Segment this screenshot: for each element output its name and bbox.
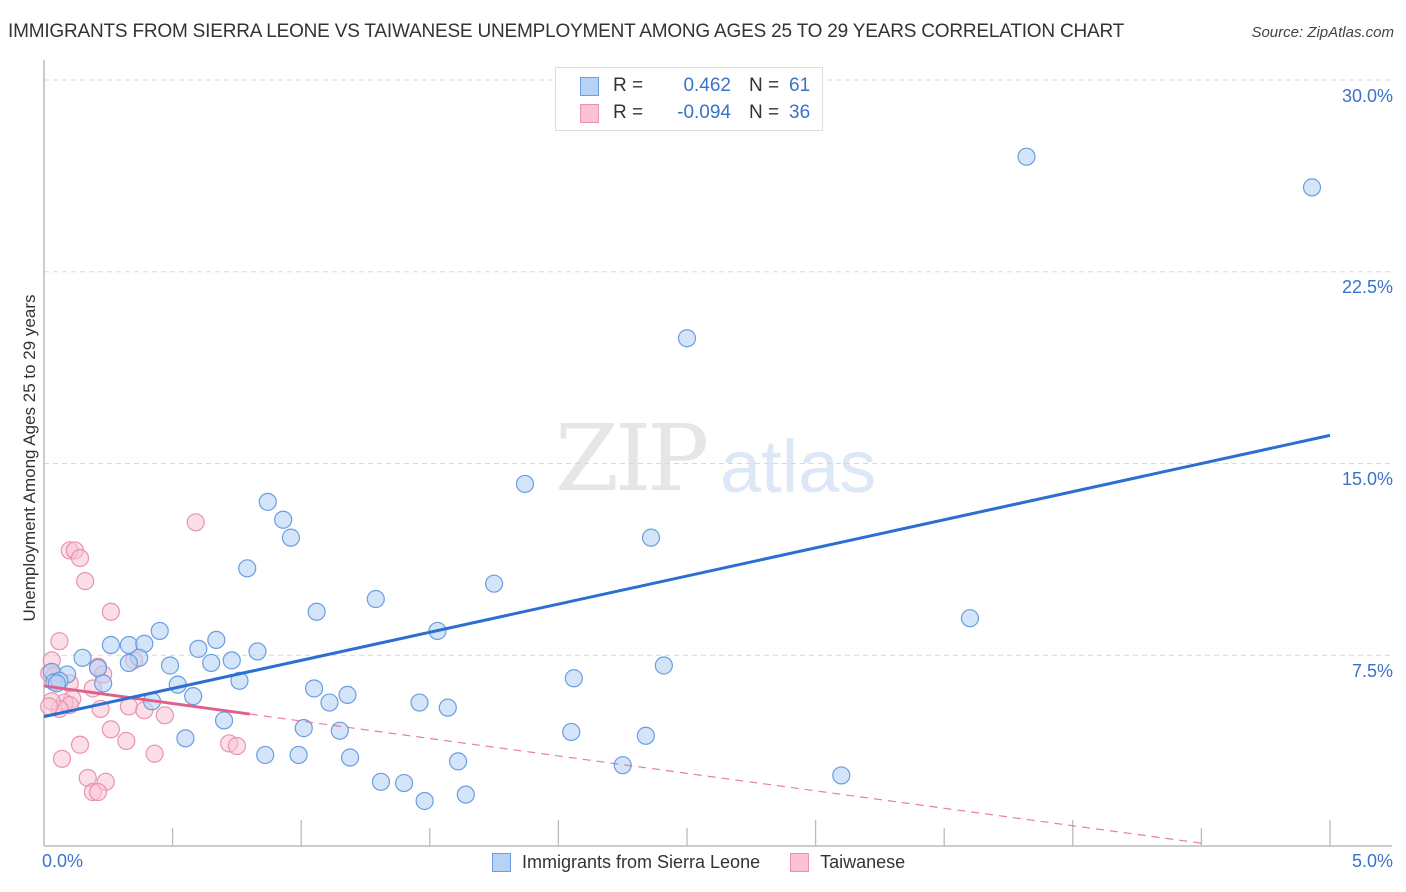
data-point-sierra-leone xyxy=(222,651,241,670)
data-point-taiwanese xyxy=(40,697,59,716)
data-point-sierra-leone xyxy=(289,745,308,765)
data-point-sierra-leone xyxy=(330,721,349,740)
n-value: 36 xyxy=(789,102,811,123)
data-point-sierra-leone xyxy=(214,711,234,730)
trend-line-sierra-leone xyxy=(43,433,1331,719)
legend-label: Taiwanese xyxy=(820,852,906,872)
data-point-sierra-leone xyxy=(94,674,113,693)
data-point-taiwanese xyxy=(186,513,205,532)
legend-row-sierra-leone: R = 0.462 N = 61 xyxy=(580,74,810,98)
data-point-taiwanese xyxy=(145,744,164,763)
trend-line-taiwanese-extension xyxy=(249,713,1202,844)
data-point-sierra-leone xyxy=(366,589,385,609)
data-point-sierra-leone xyxy=(832,766,851,785)
data-point-sierra-leone xyxy=(485,574,504,593)
data-point-taiwanese xyxy=(155,706,174,725)
n-label: N = xyxy=(749,75,780,96)
data-point-sierra-leone xyxy=(294,719,313,738)
pink-swatch-icon xyxy=(790,853,810,872)
data-point-sierra-leone xyxy=(1017,147,1036,166)
trend-line-taiwanese xyxy=(43,684,250,716)
legend-item-taiwanese[interactable]: Taiwanese xyxy=(790,852,905,873)
r-value: -0.094 xyxy=(677,102,731,123)
data-point-sierra-leone xyxy=(654,656,673,675)
data-point-sierra-leone xyxy=(248,642,267,661)
data-point-sierra-leone xyxy=(160,656,180,675)
data-point-taiwanese xyxy=(76,572,95,591)
data-point-sierra-leone xyxy=(960,609,980,628)
data-point-sierra-leone xyxy=(320,693,339,712)
legend-row-taiwanese: R = -0.094 N = 36 xyxy=(580,101,810,125)
data-point-sierra-leone xyxy=(338,685,357,704)
data-point-sierra-leone xyxy=(150,621,169,641)
data-point-taiwanese xyxy=(101,602,120,621)
x-tick-5: 5.0% xyxy=(1351,851,1393,871)
data-point-taiwanese xyxy=(117,731,136,750)
data-point-sierra-leone xyxy=(274,510,293,529)
data-point-sierra-leone xyxy=(256,745,275,765)
data-point-sierra-leone xyxy=(184,687,203,706)
data-point-sierra-leone xyxy=(340,748,360,767)
data-point-sierra-leone xyxy=(230,671,249,690)
data-point-sierra-leone xyxy=(410,693,429,712)
data-point-sierra-leone xyxy=(456,785,475,804)
r-value: 0.462 xyxy=(683,75,731,96)
data-point-taiwanese xyxy=(88,782,108,802)
blue-swatch-icon xyxy=(492,853,511,872)
data-point-sierra-leone xyxy=(613,756,632,775)
legend-label: Immigrants from Sierra Leone xyxy=(522,852,761,872)
y-tick-22-5: 22.5% xyxy=(1341,277,1393,297)
blue-swatch-icon xyxy=(580,76,599,96)
data-point-sierra-leone xyxy=(307,602,326,621)
data-point-sierra-leone xyxy=(73,648,92,667)
data-point-sierra-leone xyxy=(564,669,583,688)
data-point-taiwanese xyxy=(70,548,90,568)
legend-item-sierra-leone[interactable]: Immigrants from Sierra Leone xyxy=(492,852,760,873)
data-point-sierra-leone xyxy=(641,528,661,547)
data-point-sierra-leone xyxy=(394,773,414,793)
pink-swatch-icon xyxy=(580,103,599,123)
data-point-sierra-leone xyxy=(515,474,535,494)
data-point-sierra-leone xyxy=(415,791,434,811)
y-tick-7-5: 7.5% xyxy=(1351,661,1393,681)
n-label: N = xyxy=(749,102,780,123)
data-point-sierra-leone xyxy=(562,722,581,742)
chart-title: IMMIGRANTS FROM SIERRA LEONE VS TAIWANES… xyxy=(8,21,1125,42)
data-point-sierra-leone xyxy=(636,726,655,745)
x-tick-0: 0.0% xyxy=(42,851,84,871)
r-label: R = xyxy=(613,102,644,123)
data-point-sierra-leone xyxy=(371,772,391,791)
r-label: R = xyxy=(613,75,644,96)
data-point-sierra-leone xyxy=(258,492,277,511)
data-point-sierra-leone xyxy=(238,559,257,578)
data-point-sierra-leone xyxy=(202,653,221,673)
data-point-taiwanese xyxy=(101,720,120,739)
y-tick-15: 15.0% xyxy=(1341,469,1393,489)
series-legend: Immigrants from Sierra Leone Taiwanese xyxy=(492,852,935,873)
n-value: 61 xyxy=(789,75,811,96)
data-point-sierra-leone xyxy=(281,528,301,547)
data-point-taiwanese xyxy=(52,749,72,768)
data-point-taiwanese xyxy=(70,735,90,754)
data-point-sierra-leone xyxy=(88,658,108,678)
data-point-sierra-leone xyxy=(189,639,208,658)
data-point-taiwanese xyxy=(50,632,69,651)
y-tick-30: 30.0% xyxy=(1341,86,1393,106)
data-point-sierra-leone xyxy=(448,752,468,771)
data-point-sierra-leone xyxy=(438,698,457,717)
data-point-taiwanese xyxy=(227,736,246,756)
correlation-legend: R = 0.462 N = 61 R = -0.094 N = 36 xyxy=(555,67,823,131)
source-label: Source: ZipAtlas.com xyxy=(1251,24,1394,41)
data-point-sierra-leone xyxy=(207,630,226,650)
watermark-atlas: atlas xyxy=(720,425,877,508)
watermark-zip: ZIP xyxy=(555,405,709,512)
data-point-sierra-leone xyxy=(677,329,697,348)
data-point-sierra-leone xyxy=(101,635,120,655)
data-point-sierra-leone xyxy=(1302,178,1322,197)
data-point-sierra-leone xyxy=(119,653,138,673)
data-point-sierra-leone xyxy=(176,729,195,748)
data-point-sierra-leone xyxy=(304,679,324,698)
